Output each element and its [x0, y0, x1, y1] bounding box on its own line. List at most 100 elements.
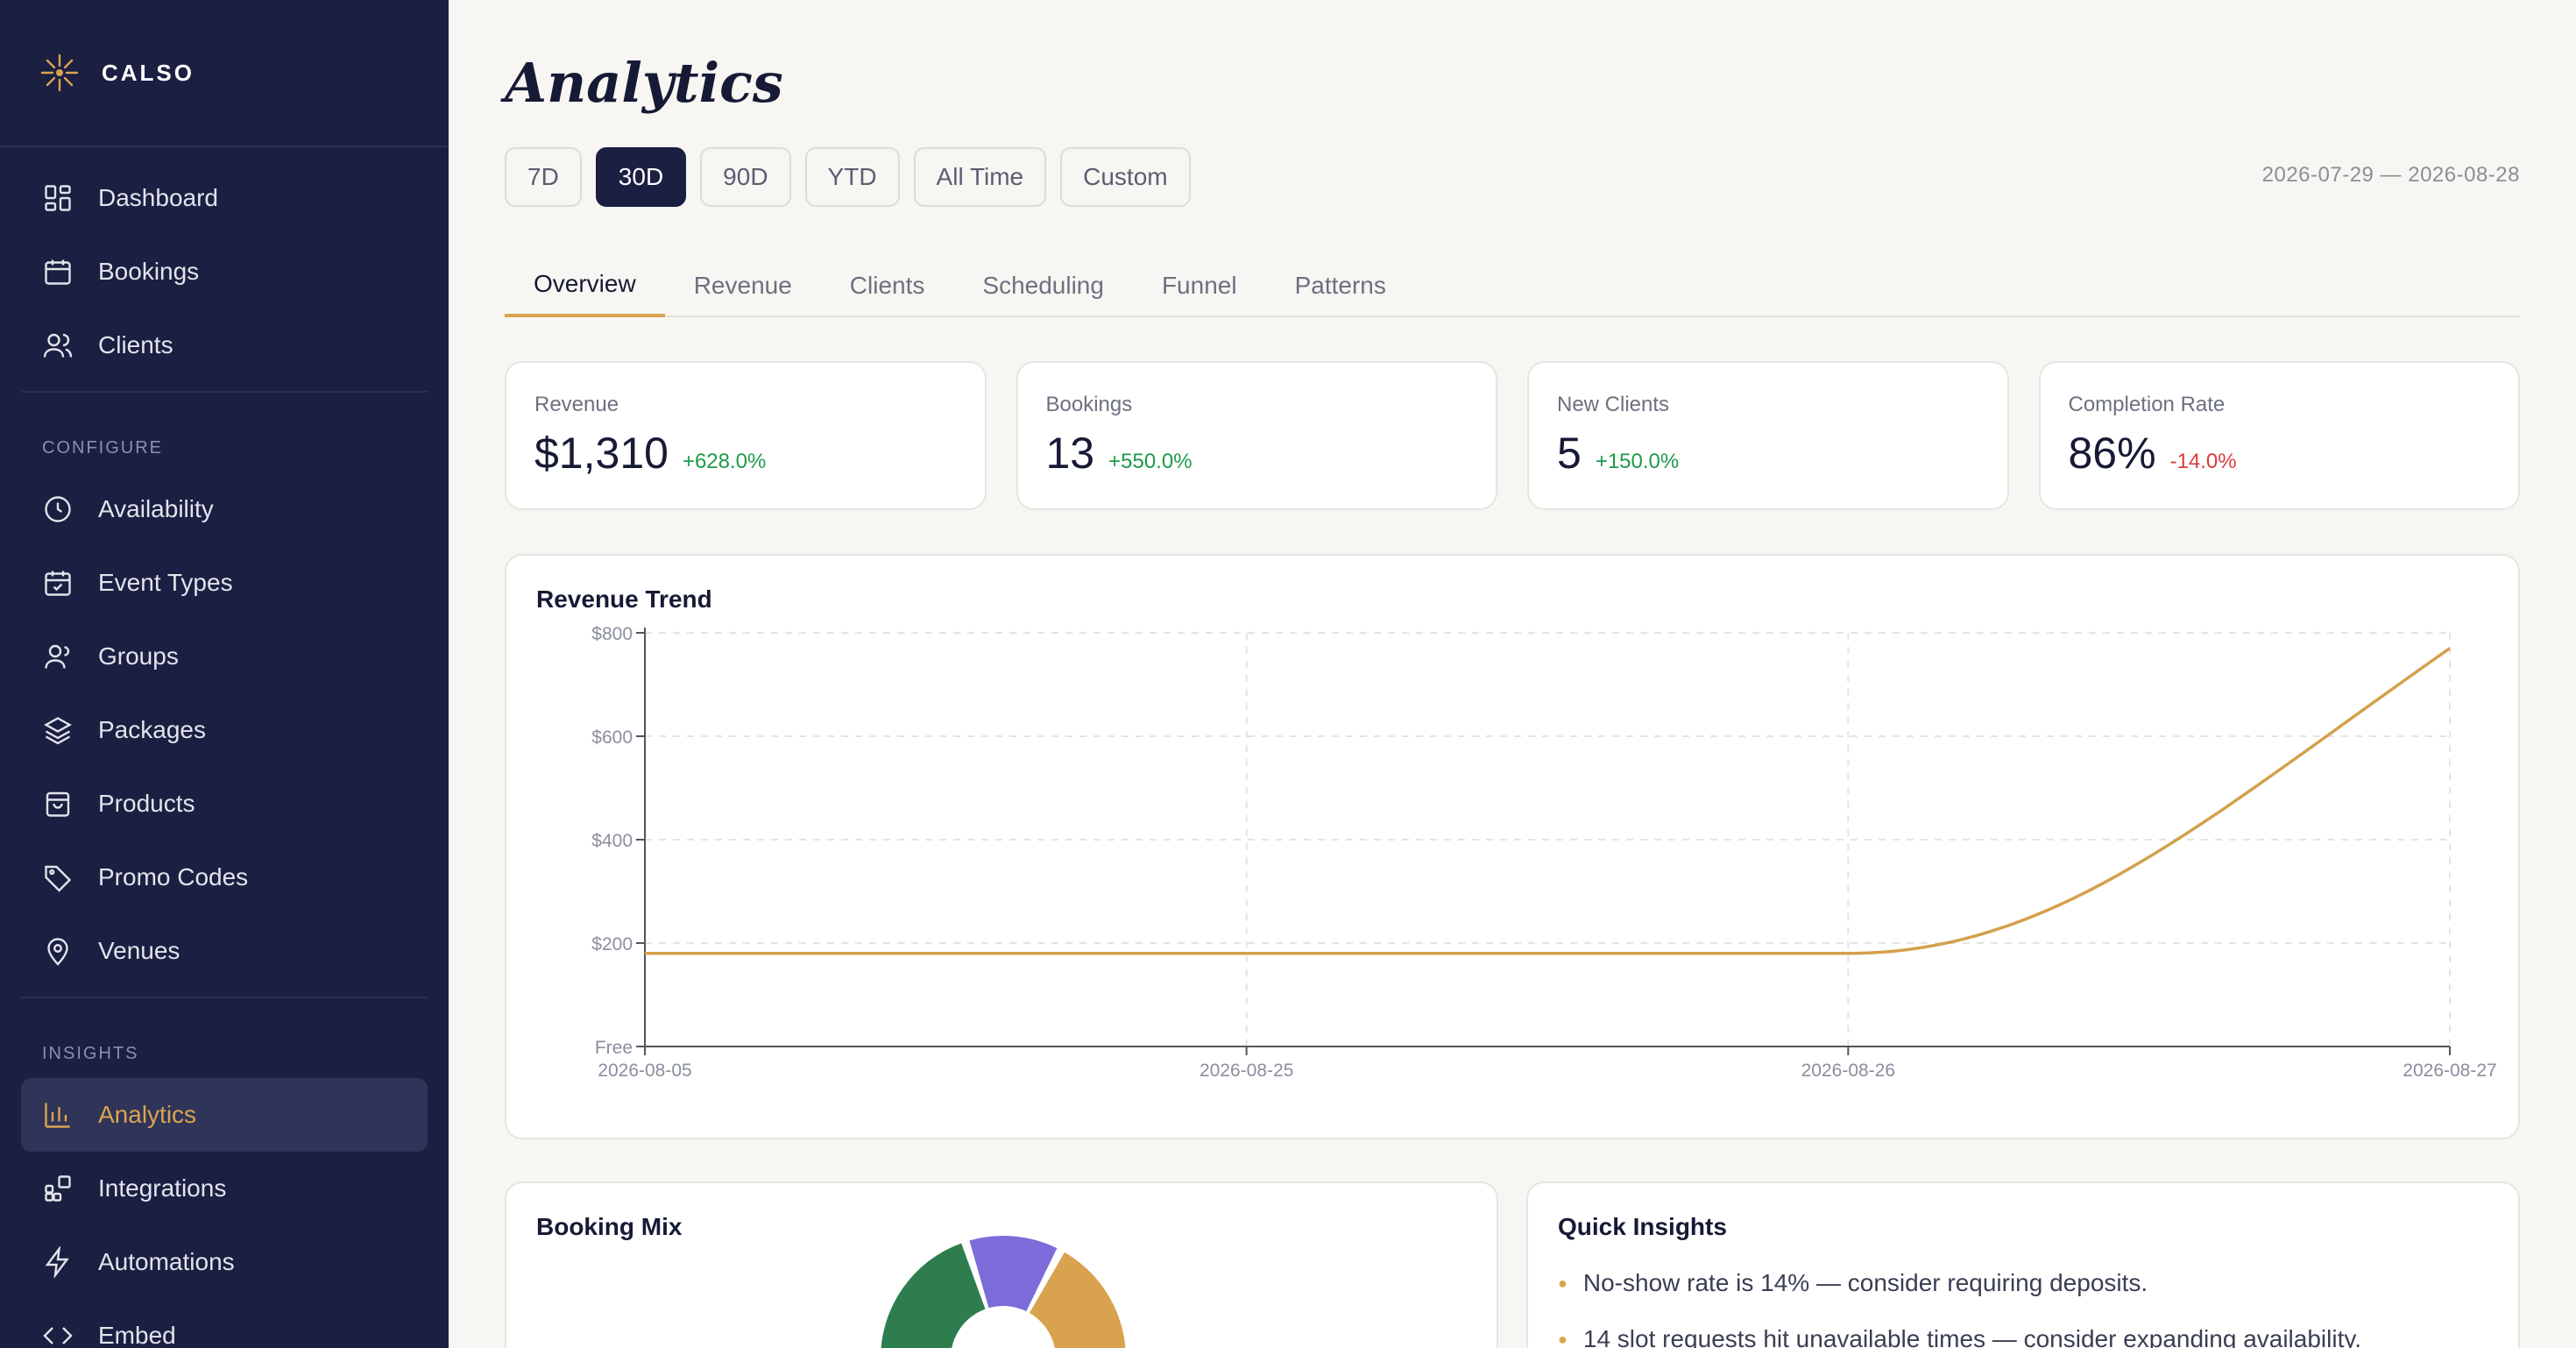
range-button-ytd[interactable]: YTD: [804, 147, 900, 207]
clock-icon: [45, 496, 71, 522]
dashboard-icon: [45, 185, 71, 211]
sidebar-item-label: Embed: [98, 1322, 176, 1348]
tab-overview[interactable]: Overview: [505, 254, 665, 317]
sidebar-item-label: Dashboard: [98, 184, 218, 211]
sidebar-item-analytics[interactable]: Analytics: [21, 1078, 428, 1152]
sidebar-item-availability[interactable]: Availability: [21, 472, 428, 546]
sidebar-item-label: Groups: [98, 642, 179, 670]
sidebar-item-bookings[interactable]: Bookings: [21, 235, 428, 309]
sidebar: CALSO Dashboard Bookings Clients CONFIGU…: [0, 0, 449, 1348]
bar-chart-icon: [45, 1103, 70, 1128]
sidebar-divider: [21, 997, 428, 998]
tab-scheduling[interactable]: Scheduling: [982, 272, 1104, 299]
insight-item: ● No-show rate is 14% — consider requiri…: [1558, 1269, 2148, 1297]
x-tick-label: 2026-08-27: [2403, 1061, 2496, 1081]
revenue-series-line: [645, 647, 2452, 955]
section-label-insights: INSIGHTS: [42, 1044, 139, 1063]
kpi-value: 86%: [2068, 429, 2156, 478]
sidebar-item-label: Event Types: [98, 569, 233, 596]
sidebar-item-label: Venues: [98, 937, 180, 964]
page-title: Analytics: [505, 51, 783, 115]
y-tick-label: $800: [591, 624, 633, 644]
booking-mix-card: Booking Mix: [505, 1181, 1498, 1348]
calendar-icon: [45, 259, 71, 285]
tab-revenue[interactable]: Revenue: [693, 272, 792, 299]
sidebar-item-promo-codes[interactable]: Promo Codes: [21, 841, 428, 914]
bolt-icon: [45, 1246, 69, 1278]
y-tick-label: $200: [591, 934, 633, 954]
booking-mix-donut: [881, 1236, 1126, 1348]
tab-funnel[interactable]: Funnel: [1161, 272, 1237, 299]
sidebar-item-packages[interactable]: Packages: [21, 693, 428, 767]
range-button-30d[interactable]: 30D: [595, 147, 687, 207]
x-tick-label: 2026-08-25: [1200, 1061, 1293, 1081]
sidebar-item-dashboard[interactable]: Dashboard: [21, 161, 428, 235]
tab-patterns[interactable]: Patterns: [1294, 272, 1386, 299]
donut-slice: [969, 1236, 1058, 1312]
donut-slice: [1030, 1252, 1126, 1348]
booking-mix-title: Booking Mix: [536, 1213, 683, 1240]
bullet-icon: ●: [1558, 1274, 1568, 1292]
analytics-tabs: Overview Revenue Clients Scheduling Funn…: [505, 254, 2520, 317]
calendar-check-icon: [45, 571, 71, 596]
integrations-icon: [45, 1175, 71, 1202]
kpi-card-bookings: Bookings 13 +550.0%: [1016, 361, 1497, 510]
brand-name: CALSO: [102, 59, 195, 86]
main-content: Analytics 7D 30D 90D YTD All Time Custom…: [449, 0, 2576, 1348]
sidebar-item-venues[interactable]: Venues: [21, 914, 428, 988]
kpi-value: 5: [1557, 429, 1582, 478]
quick-insights-title: Quick Insights: [1558, 1213, 1727, 1240]
sidebar-divider: [21, 391, 428, 393]
range-button-custom[interactable]: Custom: [1060, 147, 1191, 207]
sidebar-item-integrations[interactable]: Integrations: [21, 1152, 428, 1225]
sidebar-item-label: Integrations: [98, 1174, 227, 1202]
revenue-trend-title: Revenue Trend: [536, 585, 712, 613]
sidebar-item-label: Automations: [98, 1248, 235, 1275]
kpi-label: Bookings: [1045, 393, 1133, 416]
sidebar-item-embed[interactable]: Embed: [21, 1299, 428, 1348]
bag-icon: [46, 791, 70, 817]
sidebar-item-automations[interactable]: Automations: [21, 1225, 428, 1299]
sidebar-nav: Dashboard Bookings Clients CONFIGURE Ava…: [0, 161, 449, 1348]
kpi-card-completion-rate: Completion Rate 86% -14.0%: [2038, 361, 2520, 510]
sidebar-item-clients[interactable]: Clients: [21, 309, 428, 382]
insight-item: ● 14 slot requests hit unavailable times…: [1558, 1325, 2361, 1348]
quick-insights-card: Quick Insights ● No-show rate is 14% — c…: [1526, 1181, 2520, 1348]
kpi-card-new-clients: New Clients 5 +150.0%: [1527, 361, 2009, 510]
users-icon: [43, 333, 73, 358]
range-button-all-time[interactable]: All Time: [913, 147, 1047, 207]
kpi-delta: +150.0%: [1595, 450, 1680, 473]
map-pin-icon: [47, 938, 68, 966]
range-button-90d[interactable]: 90D: [700, 147, 791, 207]
sidebar-item-label: Packages: [98, 716, 206, 743]
x-tick-label: 2026-08-26: [1801, 1061, 1895, 1081]
kpi-value: $1,310: [534, 429, 669, 478]
sidebar-item-label: Products: [98, 790, 195, 817]
range-button-7d[interactable]: 7D: [505, 147, 582, 207]
layers-icon: [44, 717, 72, 745]
section-label-configure: CONFIGURE: [42, 438, 163, 458]
kpi-value: 13: [1045, 429, 1095, 478]
kpi-label: Completion Rate: [2068, 393, 2226, 416]
sidebar-item-label: Bookings: [98, 258, 200, 285]
revenue-trend-chart: Free $200 $400 $600 $800 2026-08-05 2026-08-25…: [591, 624, 2496, 1081]
brand[interactable]: CALSO: [0, 0, 449, 147]
revenue-trend-card: Revenue Trend Free $200 $400 $600 $800 2026-0…: [505, 554, 2520, 1139]
kpi-delta: +550.0%: [1108, 450, 1192, 473]
bullet-icon: ●: [1558, 1330, 1568, 1348]
y-tick-label: $600: [591, 727, 633, 748]
code-icon: [43, 1327, 73, 1344]
kpi-delta: -14.0%: [2169, 450, 2237, 473]
insight-text: 14 slot requests hit unavailable times —…: [1582, 1325, 2362, 1348]
y-tick-label: $400: [591, 831, 633, 851]
group-icon: [45, 644, 70, 669]
sidebar-item-groups[interactable]: Groups: [21, 620, 428, 693]
sidebar-item-label: Availability: [98, 495, 214, 522]
x-tick-label: 2026-08-05: [598, 1061, 691, 1081]
tab-clients[interactable]: Clients: [849, 272, 925, 299]
kpi-card-revenue: Revenue $1,310 +628.0%: [505, 361, 987, 510]
date-range-text: 2026-07-29 — 2026-08-28: [2261, 163, 2520, 187]
sidebar-item-label: Clients: [98, 331, 173, 358]
sidebar-item-event-types[interactable]: Event Types: [21, 546, 428, 620]
sidebar-item-products[interactable]: Products: [21, 767, 428, 841]
